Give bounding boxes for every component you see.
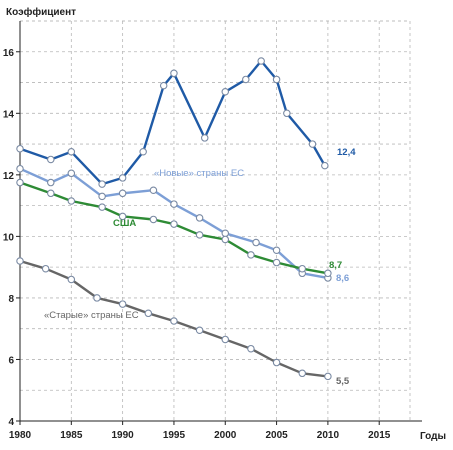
data-point: [272, 246, 281, 254]
end-value-label: 8,7: [329, 260, 342, 271]
data-point: [321, 161, 329, 170]
data-point: [272, 258, 281, 267]
data-point: [170, 220, 178, 228]
y-tick-label: 14: [3, 109, 15, 120]
data-point: [16, 178, 24, 187]
data-point: [221, 235, 230, 244]
data-point: [298, 264, 306, 273]
data-point: [149, 186, 158, 194]
data-point: [195, 326, 204, 334]
data-point: [16, 144, 24, 153]
labels: 1980 1985 1990 1995 2000 2005 2010 2015 4 6 8 10 12 1…: [3, 6, 446, 442]
data-point: [221, 335, 230, 344]
data-point: [41, 264, 50, 273]
data-point: [67, 197, 76, 205]
data-point: [98, 192, 106, 201]
data-point: [170, 317, 178, 325]
data-point: [98, 203, 106, 211]
data-point: [242, 75, 250, 84]
y-tick-label: 4: [8, 417, 14, 428]
x-tick-label: 1985: [60, 430, 83, 441]
x-tick-label: 2000: [214, 430, 237, 441]
data-point: [200, 134, 209, 142]
data-point: [118, 300, 127, 308]
data-point: [67, 275, 76, 284]
data-point: [272, 75, 281, 84]
series-name-label: «Старые» страны ЕС: [44, 310, 139, 321]
data-point: [139, 148, 147, 156]
data-point: [195, 231, 204, 239]
data-point: [118, 174, 127, 182]
x-tick-label: 1990: [112, 430, 135, 441]
data-point: [195, 214, 204, 222]
x-tick-label: 2005: [265, 430, 288, 441]
series-0: [16, 57, 329, 188]
axes: [16, 21, 422, 425]
end-value-label: 5,5: [336, 376, 350, 387]
series-1: [16, 164, 332, 282]
data-point: [47, 189, 55, 198]
data-point: [308, 140, 317, 148]
data-point: [67, 148, 76, 156]
series-name-label: США: [113, 218, 136, 229]
data-point: [93, 294, 101, 302]
data-point: [257, 57, 265, 65]
data-point: [98, 180, 106, 188]
data-point: [170, 69, 178, 78]
data-point: [118, 189, 127, 198]
x-axis-title: Годы: [420, 431, 446, 442]
data-point: [159, 81, 168, 90]
data-point: [324, 269, 332, 278]
data-point: [221, 229, 230, 238]
series-lines: [16, 57, 332, 381]
x-tick-label: 1995: [163, 430, 186, 441]
data-point: [47, 155, 55, 164]
data-point: [16, 164, 24, 173]
end-value-label: 12,4: [337, 147, 356, 158]
end-value-label: 8,6: [336, 273, 349, 284]
data-point: [272, 358, 281, 367]
x-tick-label: 2015: [368, 430, 391, 441]
series-line: [19, 59, 326, 186]
data-point: [252, 238, 260, 247]
x-tick-label: 1980: [9, 430, 32, 441]
data-point: [221, 88, 230, 96]
data-point: [283, 109, 291, 118]
data-point: [149, 215, 158, 224]
data-point: [298, 369, 306, 378]
y-tick-label: 8: [8, 294, 14, 305]
y-tick-label: 6: [8, 355, 14, 366]
data-point: [247, 251, 255, 259]
y-tick-label: 12: [3, 171, 15, 182]
data-point: [118, 212, 127, 221]
x-tick-label: 2010: [317, 430, 340, 441]
y-tick-label: 16: [3, 48, 15, 59]
series-3: [16, 257, 332, 381]
series-2: [16, 178, 332, 278]
series-name-label: «Новые» страны ЕС: [154, 168, 244, 179]
data-point: [67, 169, 76, 178]
y-tick-label: 10: [3, 232, 15, 243]
data-point: [144, 309, 153, 318]
gridlines: [20, 20, 411, 421]
data-point: [324, 372, 332, 381]
data-point: [170, 200, 178, 208]
data-point: [16, 257, 24, 265]
data-point: [47, 178, 55, 187]
data-point: [247, 344, 255, 353]
y-axis-title: Коэффициент: [6, 6, 76, 18]
